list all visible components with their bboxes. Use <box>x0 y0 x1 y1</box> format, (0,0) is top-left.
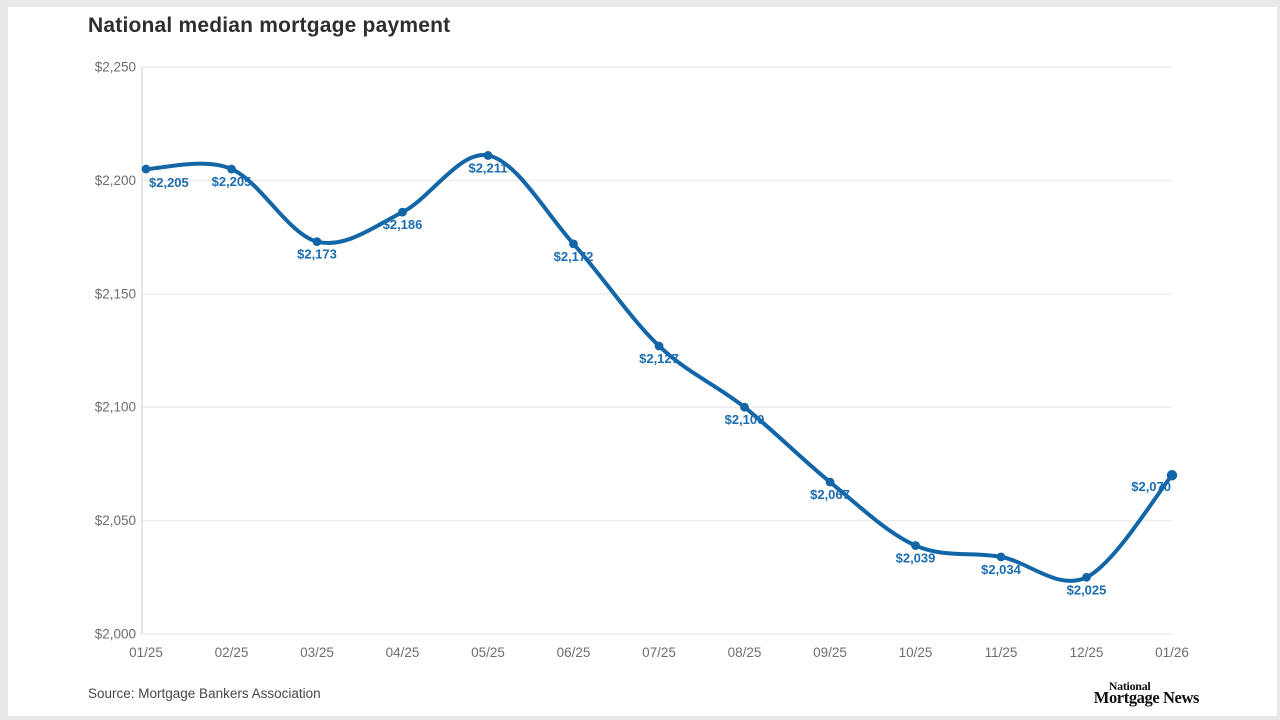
x-tick-label: 10/25 <box>899 645 933 660</box>
data-point-label: $2,172 <box>554 249 594 264</box>
data-point <box>1082 572 1091 582</box>
data-point <box>740 402 749 412</box>
x-tick-label: 07/25 <box>642 645 676 660</box>
data-point <box>398 207 407 217</box>
data-point <box>227 164 236 174</box>
x-tick-label: 11/25 <box>985 645 1018 660</box>
x-tick-label: 06/25 <box>557 645 591 660</box>
x-tick-label: 01/25 <box>129 645 163 660</box>
data-point-label: $2,205 <box>212 174 252 189</box>
x-tick-label: 12/25 <box>1070 645 1104 660</box>
data-point-label: $2,067 <box>810 487 850 502</box>
publisher-logo: National Mortgage News <box>1093 679 1200 707</box>
y-tick-label: $2,200 <box>95 173 136 188</box>
data-point <box>1166 470 1178 481</box>
x-tick-label: 08/25 <box>728 645 762 660</box>
publisher-logo-line1: National <box>1108 679 1151 693</box>
data-point-label: $2,039 <box>896 551 936 566</box>
data-point <box>996 552 1006 562</box>
data-point-label: $2,070 <box>1131 479 1171 494</box>
data-point <box>141 164 151 174</box>
publisher-logo-line2: Mortgage News <box>1093 688 1200 707</box>
data-point <box>825 477 835 487</box>
data-point <box>911 541 920 550</box>
data-point-label: $2,025 <box>1067 582 1107 597</box>
data-point <box>569 239 578 249</box>
data-point <box>654 341 664 351</box>
data-point-label: $2,205 <box>149 175 189 190</box>
data-point <box>312 237 322 247</box>
x-tick-label: 05/25 <box>471 645 505 660</box>
data-point-label: $2,127 <box>639 351 679 366</box>
x-tick-label: 04/25 <box>386 645 420 660</box>
data-point-label: $2,173 <box>297 247 337 262</box>
y-tick-label: $2,000 <box>95 627 136 642</box>
chart-title: National median mortgage payment <box>88 14 451 37</box>
y-tick-label: $2,150 <box>95 286 136 301</box>
line-chart: $2,000 $2,050 $2,100 $2,150 $2,200 $2,250 01/2… <box>95 60 1189 661</box>
x-tick-label: 03/25 <box>300 645 334 660</box>
data-point-label: $2,211 <box>468 160 507 175</box>
y-tick-label: $2,050 <box>95 513 136 528</box>
trend-line <box>144 153 1174 583</box>
x-tick-label: 09/25 <box>813 645 847 660</box>
source-credit: Source: Mortgage Bankers Association <box>88 686 321 701</box>
x-tick-label: 02/25 <box>215 645 249 660</box>
data-point-label: $2,034 <box>981 562 1022 577</box>
y-tick-label: $2,250 <box>95 60 136 75</box>
data-point-label: $2,186 <box>383 217 423 232</box>
x-tick-label: 01/26 <box>1155 645 1189 660</box>
data-point <box>483 151 493 160</box>
y-tick-label: $2,100 <box>95 400 136 415</box>
data-point-label: $2,100 <box>725 412 765 427</box>
